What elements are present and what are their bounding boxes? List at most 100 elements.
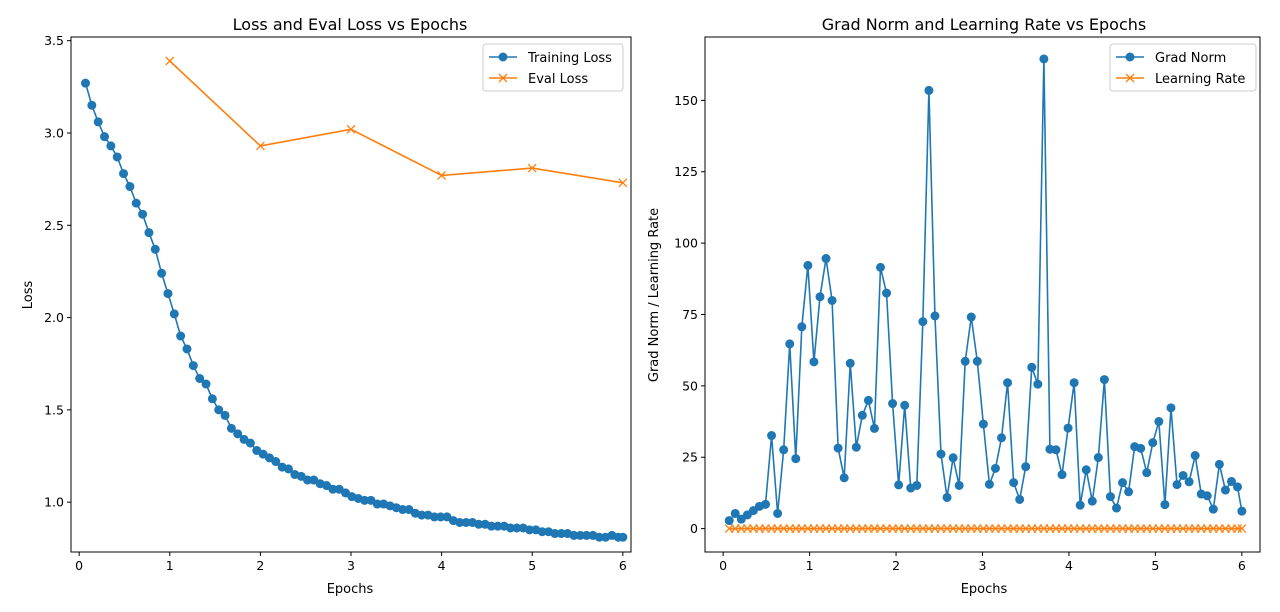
x-tick-label: 6 (619, 558, 627, 573)
grad-norm-point (1081, 465, 1091, 475)
training-loss-point (150, 244, 160, 254)
training-loss-point (283, 464, 293, 474)
grad-norm-point (869, 423, 879, 433)
grad-norm-point (1039, 54, 1049, 64)
grad-norm-point (1166, 403, 1176, 413)
grad-norm-point (966, 312, 976, 322)
training-loss-point (207, 394, 217, 404)
legend-marker-training-loss (498, 52, 508, 62)
x-tick-label: 4 (438, 558, 446, 573)
grad-norm-point (821, 254, 831, 264)
grad-norm-point (827, 295, 837, 305)
grad-norm-point (1021, 462, 1031, 472)
training-loss-point (245, 438, 255, 448)
grad-norm-point (1154, 417, 1164, 427)
y-tick-label: 75 (682, 307, 698, 322)
grad-norm-point (773, 508, 783, 518)
legend-sample-training-loss (489, 52, 517, 62)
grad-norm-chart-legend: Grad Norm Learning Rate (1109, 43, 1257, 92)
training-loss-point (182, 344, 192, 354)
legend-marker-eval-loss (498, 73, 508, 83)
grad-norm-point (954, 480, 964, 490)
grad-norm-point (1220, 485, 1230, 495)
grad-norm-point (1087, 496, 1097, 506)
grad-norm-point (1148, 438, 1158, 448)
x-tick-label: 4 (1065, 558, 1073, 573)
x-tick-label: 3 (979, 558, 987, 573)
grad-norm-point (1190, 451, 1200, 461)
legend-label-eval-loss: Eval Loss (528, 72, 588, 87)
eval-loss-point (346, 124, 356, 134)
grad-norm-point (936, 449, 946, 459)
grad-norm-point (1118, 478, 1128, 488)
grad-norm-point (815, 292, 825, 302)
learning-rate-point (1237, 524, 1247, 534)
grad-norm-point (797, 322, 807, 332)
grad-norm-point (1069, 378, 1079, 388)
grad-norm-point (1063, 423, 1073, 433)
y-tick-label: 3.0 (44, 125, 64, 140)
training-loss-point (80, 78, 90, 88)
training-loss-point (157, 268, 167, 278)
training-loss-point (214, 405, 224, 415)
training-loss-point (226, 423, 236, 433)
grad-norm-point (857, 410, 867, 420)
training-loss-point (93, 117, 103, 127)
training-loss-point (169, 309, 179, 319)
grad-norm-point (1075, 500, 1085, 510)
legend-label-learning-rate: Learning Rate (1155, 72, 1245, 87)
grad-norm-point (809, 357, 819, 367)
training-loss-point (201, 379, 211, 389)
grad-norm-point (1172, 480, 1182, 490)
grad-norm-point (851, 442, 861, 452)
grad-norm-point (875, 262, 885, 272)
eval-loss-line (169, 60, 623, 184)
training-loss-point (100, 132, 110, 142)
training-loss-point (220, 410, 230, 420)
grad-norm-point (785, 339, 795, 349)
training-loss-point (112, 152, 122, 162)
grad-norm-point (882, 288, 892, 298)
eval-loss-point (618, 178, 628, 188)
grad-norm-point (1051, 445, 1061, 455)
y-tick-label: 0 (690, 521, 698, 536)
legend-marker-learning-rate (1125, 73, 1135, 83)
grad-norm-point (942, 492, 952, 502)
grad-norm-point (1003, 378, 1013, 388)
training-loss-point (138, 209, 148, 219)
grad-norm-point (839, 473, 849, 483)
grad-norm-point (900, 400, 910, 410)
grad-norm-point (930, 311, 940, 321)
eval-loss-point (165, 56, 175, 66)
grad-norm-point (1214, 459, 1224, 469)
y-tick-label: 150 (674, 93, 698, 108)
grad-norm-point (1033, 379, 1043, 389)
y-tick-label: 50 (682, 378, 698, 393)
grad-norm-point (984, 479, 994, 489)
grad-norm-point (863, 395, 873, 405)
grad-norm-point (912, 480, 922, 490)
grad-norm-point (918, 317, 928, 327)
grad-norm-point (748, 506, 758, 516)
grad-norm-point (767, 431, 777, 441)
training-loss-point (163, 289, 173, 299)
training-loss-point (271, 457, 281, 467)
grad-norm-point (779, 445, 789, 455)
grad-norm-point (1202, 491, 1212, 501)
grad-norm-chart-x-ticks: 0 1 2 3 4 5 6 (719, 552, 1246, 573)
x-tick-label: 0 (75, 558, 83, 573)
grad-norm-point (845, 358, 855, 368)
grad-norm-point (1093, 453, 1103, 463)
legend-marker-grad-norm (1125, 52, 1135, 62)
training-loss-point (87, 100, 97, 110)
training-loss-point (233, 429, 243, 439)
grad-norm-point (742, 510, 752, 520)
x-tick-label: 1 (166, 558, 174, 573)
grad-norm-point (1226, 476, 1236, 486)
y-tick-label: 125 (674, 164, 698, 179)
grad-norm-point (894, 480, 904, 490)
grad-norm-point (724, 516, 734, 526)
x-tick-label: 1 (806, 558, 814, 573)
legend-label-training-loss: Training Loss (527, 51, 612, 66)
grad-norm-chart-y-axis-label: Grad Norm / Learning Rate (647, 208, 662, 382)
